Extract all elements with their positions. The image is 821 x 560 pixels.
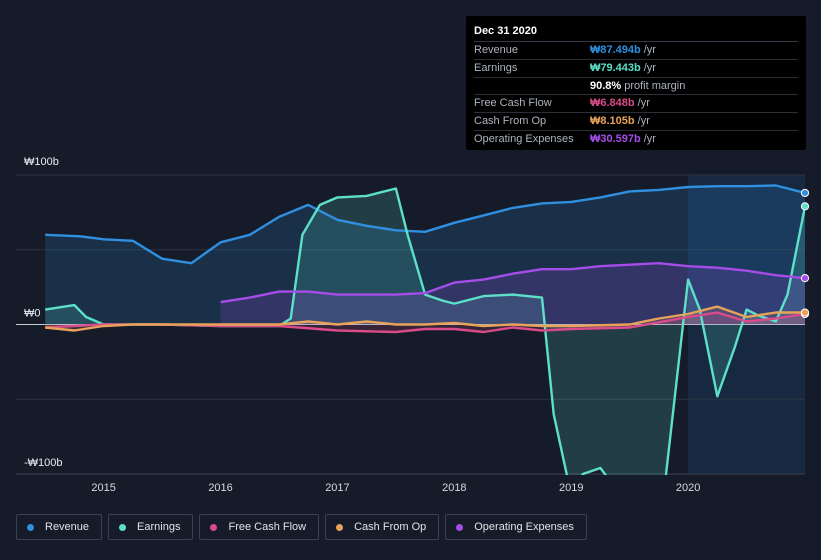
tooltip-row-label	[474, 78, 590, 95]
series-lines	[45, 184, 805, 475]
earnings-end-marker	[800, 202, 810, 211]
legend-label: Earnings	[137, 521, 181, 533]
operating-expenses-line	[220, 262, 805, 304]
legend-label: Revenue	[45, 521, 90, 533]
y-tick-label: ₩0	[24, 308, 41, 320]
tooltip-rows: Revenue ₩87.494b/yr Earnings ₩79.443b/yr 90.…	[474, 42, 798, 148]
tooltip-date: Dec 31 2020	[474, 24, 798, 42]
tooltip-row-suffix: /yr	[643, 61, 656, 74]
legend-item-cash-from-op[interactable]: Cash From Op	[325, 514, 440, 540]
legend-label: Free Cash Flow	[228, 521, 307, 533]
x-tick-label: 2019	[559, 482, 583, 494]
cash-from-op-end-marker	[800, 308, 810, 317]
revenue-area	[45, 185, 805, 325]
x-tick-label: 2017	[325, 482, 349, 494]
tooltip-row-label: Cash From Op	[474, 115, 547, 128]
revenue-line	[45, 184, 805, 265]
chart-legend: Revenue Earnings Free Cash Flow Cash From O…	[16, 514, 593, 542]
legend-dot-icon	[210, 523, 218, 531]
tooltip-row: Earnings ₩79.443b/yr	[474, 60, 798, 78]
tooltip-row-suffix: /yr	[643, 132, 656, 145]
y-tick-label: ₩100b	[24, 156, 59, 168]
tooltip-row-suffix: /yr	[637, 97, 650, 110]
legend-dot-icon	[119, 523, 127, 531]
x-tick-label: 2020	[676, 482, 700, 494]
tooltip-row-label: Operating Expenses	[474, 132, 574, 145]
legend-item-revenue[interactable]: Revenue	[16, 514, 103, 540]
legend-label: Operating Expenses	[474, 521, 574, 533]
x-tick-label: 2016	[208, 482, 232, 494]
legend-label: Cash From Op	[354, 521, 427, 533]
tooltip-row-value: 90.8%	[590, 79, 622, 92]
tooltip-row-suffix: /yr	[637, 115, 650, 128]
tooltip-row-value: ₩30.597b	[590, 132, 641, 145]
tooltip-row-value: ₩8.105b	[590, 115, 635, 128]
tooltip-row: Free Cash Flow ₩6.848b/yr	[474, 95, 798, 114]
data-tooltip: Dec 31 2020 Revenue ₩87.494b/yr Earnings ₩7…	[466, 16, 806, 150]
tooltip-row: 90.8% profit margin	[474, 78, 798, 96]
x-tick-label: 2015	[91, 482, 115, 494]
y-tick-label: -₩100b	[24, 457, 63, 469]
legend-dot-icon	[336, 523, 344, 531]
legend-dot-icon	[27, 523, 34, 531]
tooltip-row-value: ₩87.494b	[590, 44, 641, 56]
legend-dot-icon	[456, 523, 464, 531]
legend-item-operating-expenses[interactable]: Operating Expenses	[445, 514, 587, 540]
tooltip-row-value: ₩79.443b	[590, 61, 641, 74]
tooltip-row-suffix: profit margin	[624, 79, 686, 92]
tooltip-row: Revenue ₩87.494b/yr	[474, 42, 798, 60]
tooltip-row-label: Revenue	[474, 44, 519, 56]
tooltip-row-label: Free Cash Flow	[474, 97, 552, 110]
tooltip-row: Operating Expenses ₩30.597b/yr	[474, 131, 798, 148]
financial-chart: ₩100b ₩0 -₩100b 2015 2016 2017 2018 2019 2020	[16, 156, 810, 494]
legend-item-free-cash-flow[interactable]: Free Cash Flow	[199, 514, 320, 540]
free-cash-flow-line	[45, 311, 805, 334]
x-tick-label: 2018	[442, 482, 466, 494]
revenue-end-marker	[800, 188, 810, 198]
earnings-area	[45, 188, 805, 475]
tooltip-row-label: Earnings	[474, 61, 518, 74]
legend-item-earnings[interactable]: Earnings	[108, 514, 194, 540]
tooltip-row: Cash From Op ₩8.105b/yr	[474, 113, 798, 131]
x-axis-ticks: 2015 2016 2017 2018 2019 2020	[91, 482, 700, 494]
series-end-markers	[800, 188, 810, 319]
y-axis-ticks: ₩100b ₩0 -₩100b	[24, 156, 63, 469]
tooltip-row-value: ₩6.848b	[590, 97, 635, 110]
operating-expenses-end-marker	[800, 274, 810, 283]
tooltip-row-suffix: /yr	[643, 44, 656, 56]
cash-from-op-line	[45, 305, 805, 332]
